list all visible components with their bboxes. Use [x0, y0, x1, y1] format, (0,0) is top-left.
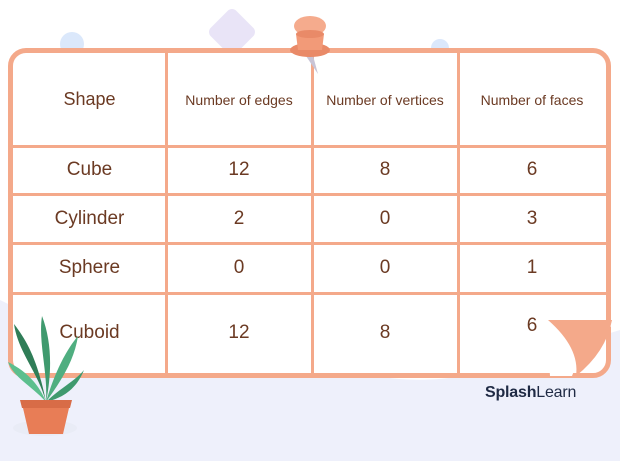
column-divider [311, 53, 314, 373]
cell-vertices: 0 [379, 257, 391, 278]
cell-edges: 12 [228, 159, 250, 180]
header-vertices: Number of vertices [326, 91, 444, 108]
folded-corner [546, 320, 612, 376]
data-table: Shape Number of edges Number of vertices… [8, 48, 611, 378]
cell-vertices: 8 [379, 159, 391, 180]
cell-vertices: 8 [379, 322, 391, 343]
brand-light: Learn [536, 384, 577, 401]
cell-faces: 1 [526, 257, 538, 278]
cell-shape: Cylinder [54, 207, 125, 229]
column-divider [457, 53, 460, 373]
header-edges: Number of edges [185, 91, 293, 108]
pushpin-icon [290, 16, 330, 74]
row-divider [13, 242, 606, 245]
header-shape: Shape [63, 89, 116, 109]
brand-bold: Splash [485, 384, 537, 401]
cell-faces: 6 [526, 315, 538, 336]
table-header-row: Shape Number of edges Number of vertices… [13, 53, 606, 146]
cell-edges: 12 [228, 322, 250, 343]
cell-faces: 3 [526, 207, 538, 229]
cell-shape: Sphere [58, 257, 121, 278]
plant-icon [8, 316, 84, 434]
cell-shape: Cuboid [59, 322, 120, 343]
table-row: Cylinder 2 0 3 [13, 194, 606, 243]
cell-vertices: 0 [379, 207, 391, 229]
table-row: Cuboid 12 8 6 [13, 293, 606, 373]
header-faces: Number of faces [480, 91, 584, 108]
cell-edges: 2 [233, 207, 245, 229]
column-divider [165, 53, 168, 373]
cell-faces: 6 [526, 159, 538, 180]
cell-shape: Cube [66, 159, 113, 180]
table-row: Sphere 0 0 1 [13, 243, 606, 293]
brand-logo: SplashLearn [485, 384, 576, 402]
row-divider [13, 292, 606, 295]
cell-edges: 0 [233, 257, 245, 278]
table-row: Cube 12 8 6 [13, 146, 606, 194]
row-divider [13, 145, 606, 148]
row-divider [13, 193, 606, 196]
